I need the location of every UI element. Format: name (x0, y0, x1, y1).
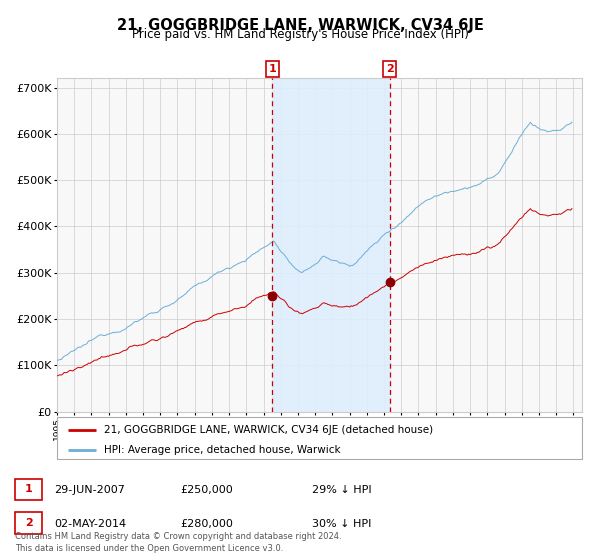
FancyBboxPatch shape (57, 417, 582, 459)
Text: 02-MAY-2014: 02-MAY-2014 (54, 519, 126, 529)
Text: 1: 1 (25, 484, 32, 494)
Text: 30% ↓ HPI: 30% ↓ HPI (312, 519, 371, 529)
Text: HPI: Average price, detached house, Warwick: HPI: Average price, detached house, Warw… (104, 445, 341, 455)
Text: 21, GOGGBRIDGE LANE, WARWICK, CV34 6JE: 21, GOGGBRIDGE LANE, WARWICK, CV34 6JE (116, 18, 484, 33)
Text: Contains HM Land Registry data © Crown copyright and database right 2024.
This d: Contains HM Land Registry data © Crown c… (15, 533, 341, 553)
Text: 21, GOGGBRIDGE LANE, WARWICK, CV34 6JE (detached house): 21, GOGGBRIDGE LANE, WARWICK, CV34 6JE (… (104, 425, 433, 435)
Text: Price paid vs. HM Land Registry's House Price Index (HPI): Price paid vs. HM Land Registry's House … (131, 28, 469, 41)
Text: £280,000: £280,000 (180, 519, 233, 529)
Bar (272, 78, 390, 412)
Text: 29% ↓ HPI: 29% ↓ HPI (312, 485, 371, 495)
Text: 29-JUN-2007: 29-JUN-2007 (54, 485, 125, 495)
Text: 2: 2 (386, 64, 394, 74)
Text: 1: 1 (268, 64, 276, 74)
Text: 2: 2 (25, 518, 32, 528)
Text: £250,000: £250,000 (180, 485, 233, 495)
